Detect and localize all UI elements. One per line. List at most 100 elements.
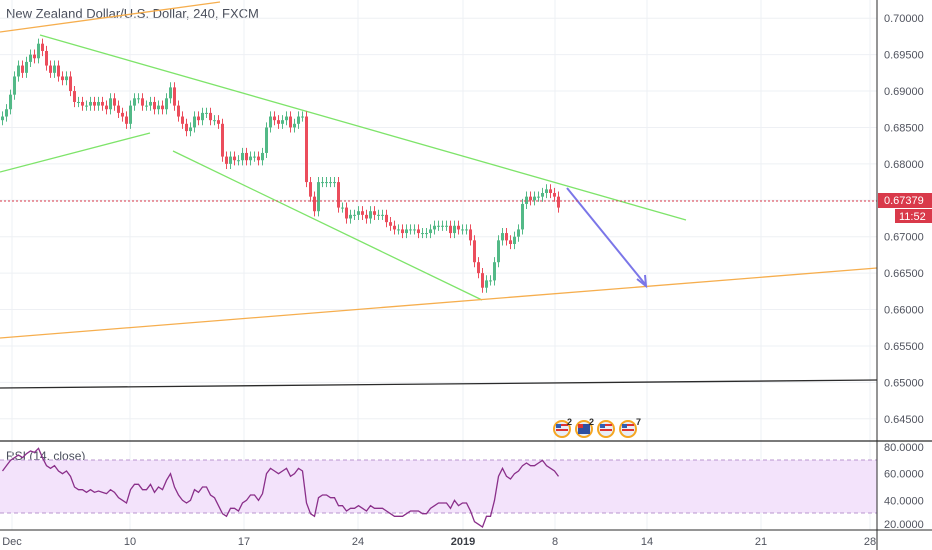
- candle-body: [433, 225, 436, 230]
- candle: [397, 224, 400, 235]
- candle: [33, 49, 36, 64]
- channel-line-left: [0, 132, 151, 173]
- time-tick-label: 17: [238, 536, 250, 548]
- candle-body: [61, 76, 64, 81]
- candle-body: [197, 116, 200, 121]
- candle-body: [445, 225, 448, 227]
- candle-body: [553, 193, 556, 197]
- candle-body: [5, 109, 8, 117]
- candle-body: [549, 189, 552, 194]
- candle: [433, 220, 436, 235]
- candle: [437, 220, 440, 231]
- candle: [429, 224, 432, 239]
- candle: [505, 227, 508, 246]
- rsi-axis[interactable]: 80.0000 60.0000 40.0000 20.0000: [884, 442, 924, 531]
- candle-body: [457, 225, 460, 230]
- candle-body: [117, 105, 120, 113]
- candle-body: [25, 61, 28, 73]
- candle-body: [53, 65, 56, 73]
- candle: [557, 191, 560, 213]
- candle-body: [357, 211, 360, 215]
- candle-body: [237, 160, 240, 162]
- candle: [305, 111, 308, 188]
- candle-body: [333, 182, 336, 184]
- candle-body: [277, 120, 280, 124]
- candle-body: [297, 116, 300, 124]
- candle-body: [541, 193, 544, 197]
- rsi-tick-label: 40.0000: [884, 495, 924, 507]
- candle-body: [429, 229, 432, 234]
- candle-body: [29, 54, 32, 62]
- candle-body: [493, 262, 496, 281]
- candle-body: [1, 116, 4, 121]
- candle: [357, 206, 360, 220]
- candle: [405, 224, 408, 239]
- candle-body: [201, 112, 204, 121]
- candle: [497, 235, 500, 268]
- trendlines: [0, 1, 878, 389]
- candle: [265, 122, 268, 159]
- candle-body: [309, 182, 312, 197]
- candle: [329, 176, 332, 188]
- us-flag-event-icon[interactable]: [597, 420, 615, 438]
- candle: [457, 220, 460, 235]
- candle: [161, 100, 164, 115]
- event-badges[interactable]: 2 2 7: [553, 417, 641, 438]
- us-flag-event-icon[interactable]: 2: [553, 417, 572, 438]
- candle: [189, 122, 192, 137]
- candle-body: [385, 214, 388, 223]
- candle: [309, 176, 312, 202]
- candle: [281, 115, 284, 129]
- nz-flag-event-icon[interactable]: 2: [575, 417, 594, 438]
- candle: [469, 224, 472, 246]
- candle-body: [241, 152, 244, 161]
- candle: [273, 111, 276, 126]
- candle-body: [169, 87, 172, 99]
- candle: [89, 96, 92, 111]
- us-flag-event-icon[interactable]: 7: [619, 417, 641, 438]
- candle: [205, 107, 208, 118]
- candle-body: [393, 225, 396, 230]
- candle-body: [193, 116, 196, 128]
- candle-body: [209, 112, 212, 121]
- candle-body: [69, 76, 72, 92]
- time-tick-label: 28: [864, 536, 876, 548]
- candle: [117, 100, 120, 118]
- candle-body: [361, 211, 364, 215]
- support-trendline: [0, 267, 878, 339]
- candle-body: [325, 182, 328, 184]
- candle-body: [265, 127, 268, 153]
- candle: [65, 71, 68, 86]
- channel-line-upper: [39, 34, 687, 221]
- candle-body: [221, 123, 224, 157]
- candle-body: [381, 214, 384, 216]
- candle: [165, 93, 168, 115]
- candle-body: [329, 182, 332, 184]
- candle-body: [121, 112, 124, 117]
- candle: [113, 93, 116, 111]
- price-tick-label: 0.69000: [884, 86, 924, 98]
- time-axis[interactable]: Dec 10 17 24 2019 8 14 21 28: [2, 536, 876, 548]
- candle-body: [417, 229, 420, 234]
- price-tick-label: 0.64500: [884, 414, 924, 426]
- candle-body: [485, 280, 488, 288]
- candle-body: [301, 116, 304, 118]
- candle-body: [437, 225, 440, 227]
- candlestick-series: [1, 38, 560, 293]
- candle-body: [477, 262, 480, 274]
- candle: [361, 206, 364, 220]
- candle-body: [49, 65, 52, 73]
- candle-body: [389, 222, 392, 226]
- candle-body: [125, 116, 128, 124]
- candle: [413, 224, 416, 235]
- candle-body: [513, 236, 516, 244]
- candle-body: [281, 120, 284, 124]
- candle-body: [413, 229, 416, 231]
- candle: [541, 187, 544, 202]
- candle: [449, 220, 452, 239]
- candle: [217, 115, 220, 129]
- candle-body: [217, 120, 220, 124]
- candle: [301, 111, 304, 122]
- candle-body: [81, 101, 84, 106]
